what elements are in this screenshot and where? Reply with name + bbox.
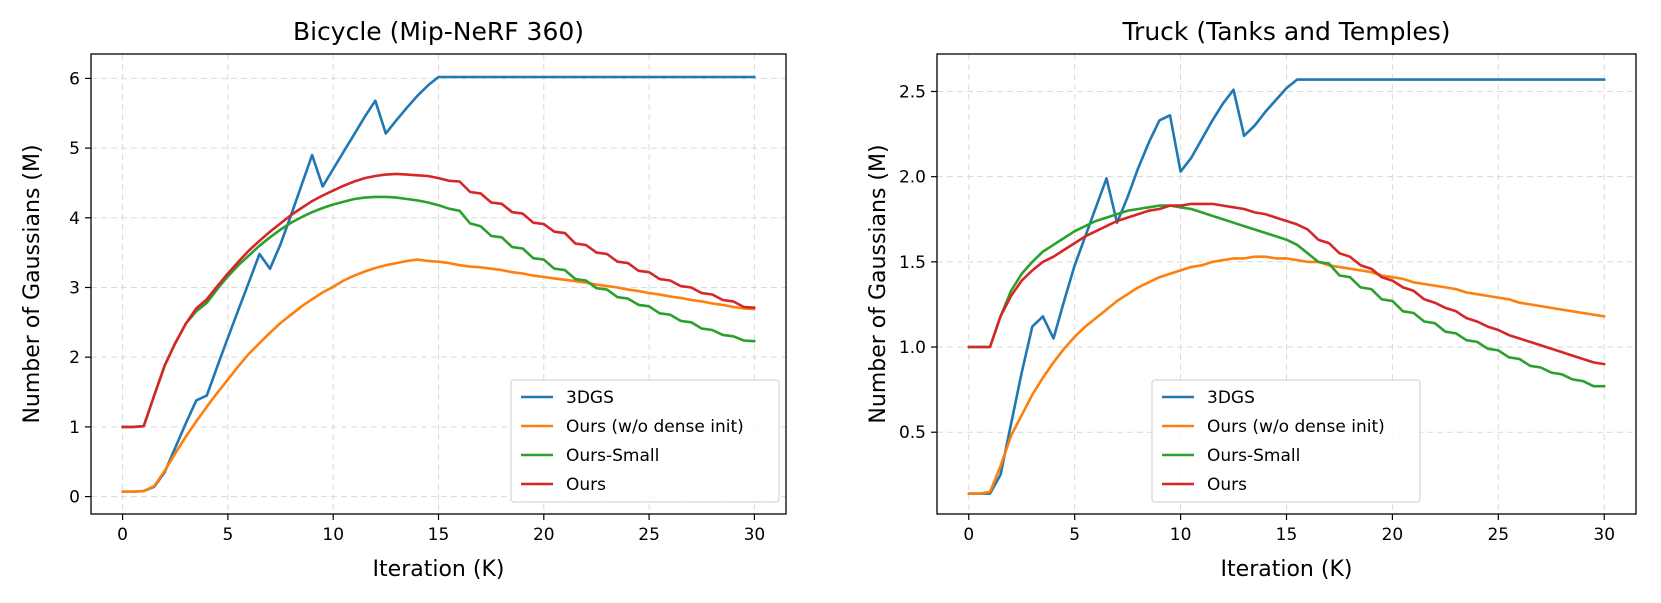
legend: 3DGS Ours (w/o dense init) Ours-Small Ours [1151,379,1421,503]
chart-truck: 0 5 10 15 20 25 30 0.5 1.0 1.5 2.0 2.5 Truck (Tanks … [866,17,1637,582]
legend-label: Ours [566,475,606,495]
series-line-ours-w-o-dense-init [121,258,756,494]
x-axis-label: Iteration (K) [373,557,505,582]
series-line-ours [121,172,756,429]
y-tick-label: 2.0 [899,168,926,188]
x-tick-label: 25 [1487,525,1509,545]
legend-label: Ours (w/o dense init) [566,417,744,437]
y-tick-label: 5 [69,139,80,159]
legend-frame [1151,379,1421,503]
y-tick-label: 1.0 [899,338,926,358]
y-tick-label: 0 [69,488,80,508]
legend-label: Ours (w/o dense init) [1207,417,1385,437]
y-axis-label: Number of Gaussians (M) [20,144,45,423]
legend-label: Ours [1207,475,1247,495]
x-tick-label: 25 [638,525,660,545]
y-tick-label: 0.5 [899,423,926,443]
series-line-3dgs [121,75,756,494]
y-tick-label: 4 [69,209,80,229]
y-tick-label: 1 [69,418,80,438]
x-tick-label: 0 [117,525,128,545]
legend-label: 3DGS [566,388,614,408]
y-tick-label: 1.5 [899,253,926,273]
x-tick-label: 20 [533,525,555,545]
series-line-ours [967,202,1606,366]
x-tick-label: 15 [428,525,450,545]
x-tick-label: 5 [222,525,233,545]
series-line-3dgs [967,78,1606,495]
series-line-ours-w-o-dense-init [967,255,1606,495]
x-tick-label: 20 [1382,525,1404,545]
y-tick-label: 2 [69,348,80,368]
chart-title: Bicycle (Mip-NeRF 360) [293,17,584,46]
x-tick-label: 15 [1276,525,1298,545]
series-line-ours-small [967,204,1606,388]
y-tick-label: 2.5 [899,82,926,102]
legend-label: Ours-Small [566,446,659,466]
legend-label: 3DGS [1207,388,1255,408]
x-tick-label: 30 [744,525,766,545]
series-line-ours-small [121,195,756,429]
legend: 3DGS Ours (w/o dense init) Ours-Small Ours [510,379,780,503]
y-axis-label: Number of Gaussians (M) [866,144,891,423]
chart-title: Truck (Tanks and Temples) [1121,17,1450,46]
legend-label: Ours-Small [1207,446,1300,466]
chart-bicycle: 0 5 10 15 20 25 30 0 1 2 3 4 5 6 Bicycle (Mip-NeRF 360… [20,17,787,582]
x-axis-label: Iteration (K) [1221,557,1353,582]
x-tick-label: 10 [1170,525,1192,545]
y-tick-label: 6 [69,69,80,89]
x-tick-label: 5 [1069,525,1080,545]
x-tick-label: 30 [1593,525,1615,545]
y-tick-label: 3 [69,278,80,298]
x-tick-label: 0 [963,525,974,545]
x-tick-label: 10 [322,525,344,545]
legend-frame [510,379,780,503]
